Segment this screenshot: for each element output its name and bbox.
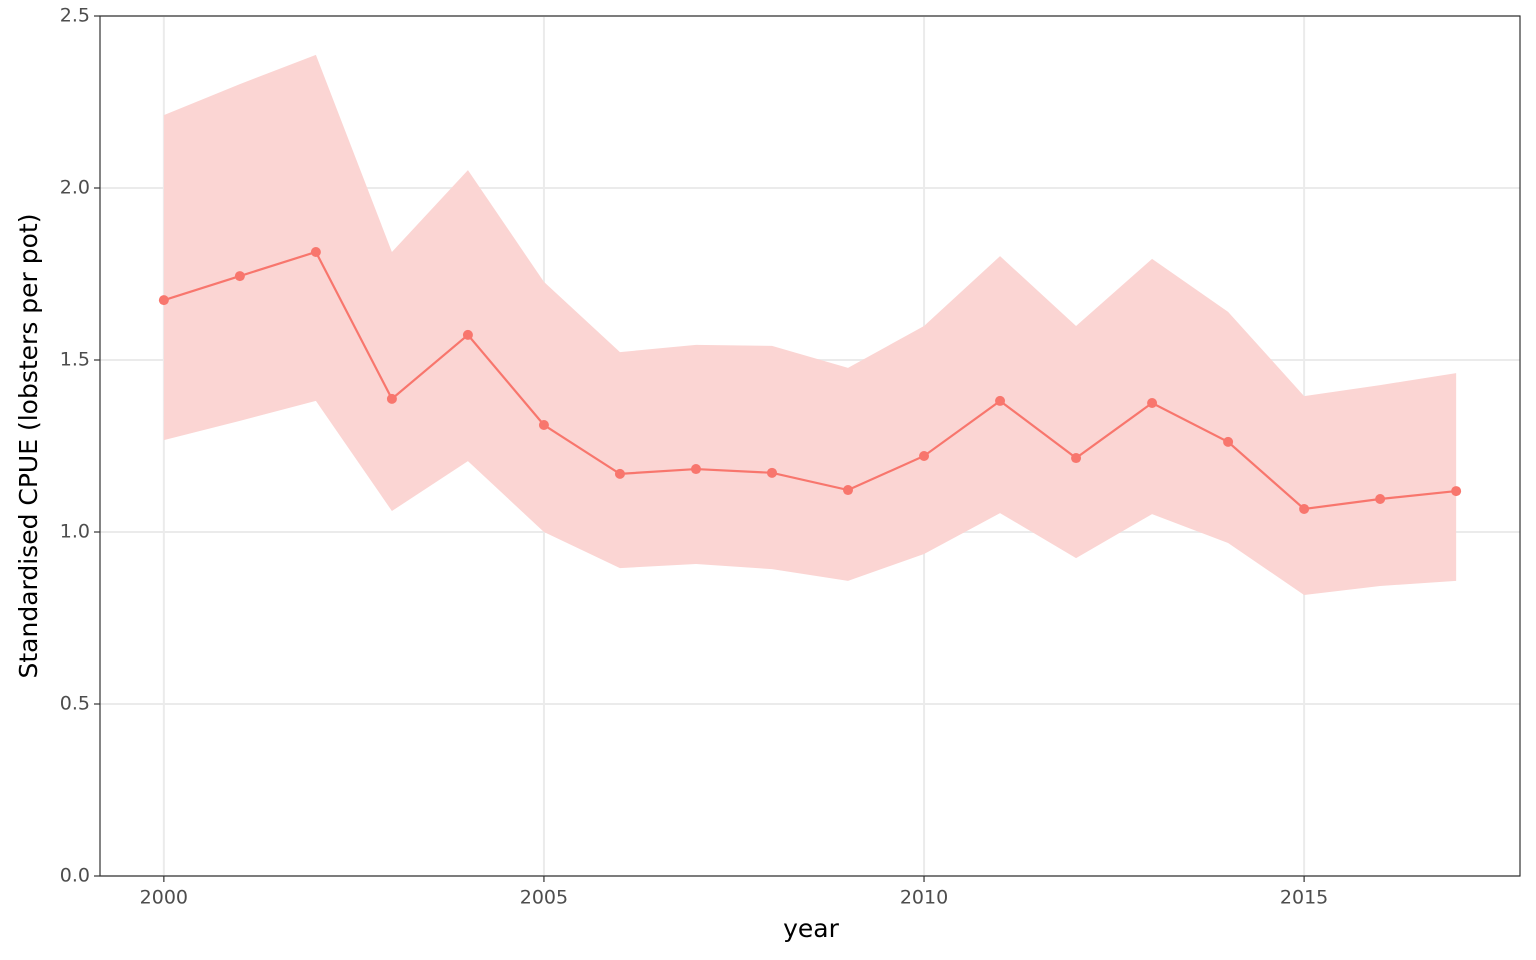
y-tick-label: 2.0	[60, 177, 90, 199]
point	[919, 450, 930, 461]
point	[614, 468, 625, 479]
confidence-ribbon	[163, 54, 1457, 595]
point	[158, 295, 169, 306]
x-axis-title: year	[783, 914, 839, 943]
point	[538, 420, 549, 431]
point	[1071, 453, 1082, 464]
point	[462, 329, 473, 340]
point	[995, 395, 1006, 406]
panel-border	[99, 15, 1521, 877]
point	[1223, 436, 1234, 447]
point	[386, 393, 397, 404]
y-tick-label: 0.5	[60, 693, 90, 715]
point	[1147, 398, 1158, 408]
point	[766, 467, 777, 478]
plot-area	[158, 54, 1462, 595]
point	[1375, 493, 1386, 504]
x-tick-label: 2015	[1280, 887, 1328, 909]
x-tick-label: 2005	[520, 887, 568, 909]
line	[163, 250, 1457, 511]
y-tick-label: 0.0	[60, 865, 90, 887]
point	[234, 271, 245, 282]
x-tick-label: 2000	[140, 887, 188, 909]
y-axis-title: Standardised CPUE (lobsters per pot)	[14, 214, 43, 679]
point	[1451, 486, 1462, 497]
y-tick-label: 1.5	[60, 349, 90, 371]
point	[843, 485, 854, 496]
point	[310, 246, 321, 257]
point	[690, 464, 701, 475]
x-tick-label: 2010	[900, 887, 948, 909]
point	[1299, 503, 1310, 514]
y-tick-label: 1.0	[60, 521, 90, 543]
y-tick-label: 2.5	[60, 5, 90, 27]
